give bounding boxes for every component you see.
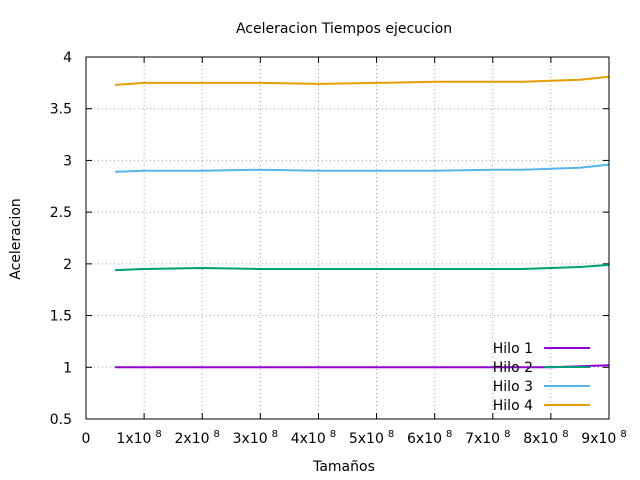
- y-tick-label: 4: [63, 50, 72, 66]
- series-line-3: [115, 163, 610, 173]
- grid: [86, 57, 609, 419]
- x-tick-label: 2x10 8: [175, 429, 220, 447]
- legend-label: Hilo 2: [493, 360, 533, 376]
- plot-frame: [85, 56, 610, 420]
- x-tick-label: 5x10 8: [349, 429, 394, 447]
- y-tick-label: 2: [63, 257, 72, 273]
- x-tick-label: 1x10 8: [116, 429, 161, 447]
- legend-label: Hilo 3: [493, 379, 533, 395]
- x-tick-label: 6x10 8: [407, 429, 452, 447]
- series-lines: [115, 75, 610, 369]
- legend: Hilo 1 Hilo 2 Hilo 3 Hilo 4: [493, 341, 590, 414]
- x-tick-label: 9x10 8: [581, 429, 626, 447]
- y-tick-label: 3.5: [50, 102, 72, 118]
- axis-ticks: 0.5 1 1.5 2 2.5 3 3.5 4 0 1x10 8 2x10 8 3x10 8 4x10 8 5x1…: [50, 50, 627, 447]
- x-tick-label: 8x10 8: [523, 429, 568, 447]
- y-tick-label: 2.5: [50, 205, 72, 221]
- series-line-4: [115, 75, 610, 86]
- x-tick-label: 4x10 8: [291, 429, 336, 447]
- legend-label: Hilo 1: [493, 341, 533, 357]
- y-tick-label: 3: [63, 153, 72, 169]
- series-line-2: [115, 263, 610, 272]
- x-tick-label: 7x10 8: [465, 429, 510, 447]
- series-line-1: [115, 364, 610, 369]
- x-tick-label: 0: [82, 431, 91, 447]
- y-tick-label: 1: [63, 360, 72, 376]
- legend-label: Hilo 4: [493, 398, 533, 414]
- x-tick-label: 3x10 8: [233, 429, 278, 447]
- y-axis-title: Aceleracion: [8, 198, 24, 280]
- x-axis-title: Tamaños: [312, 459, 375, 475]
- y-tick-label: 0.5: [50, 412, 72, 428]
- y-tick-label: 1.5: [50, 309, 72, 325]
- chart-title: Aceleracion Tiempos ejecucion: [236, 21, 452, 37]
